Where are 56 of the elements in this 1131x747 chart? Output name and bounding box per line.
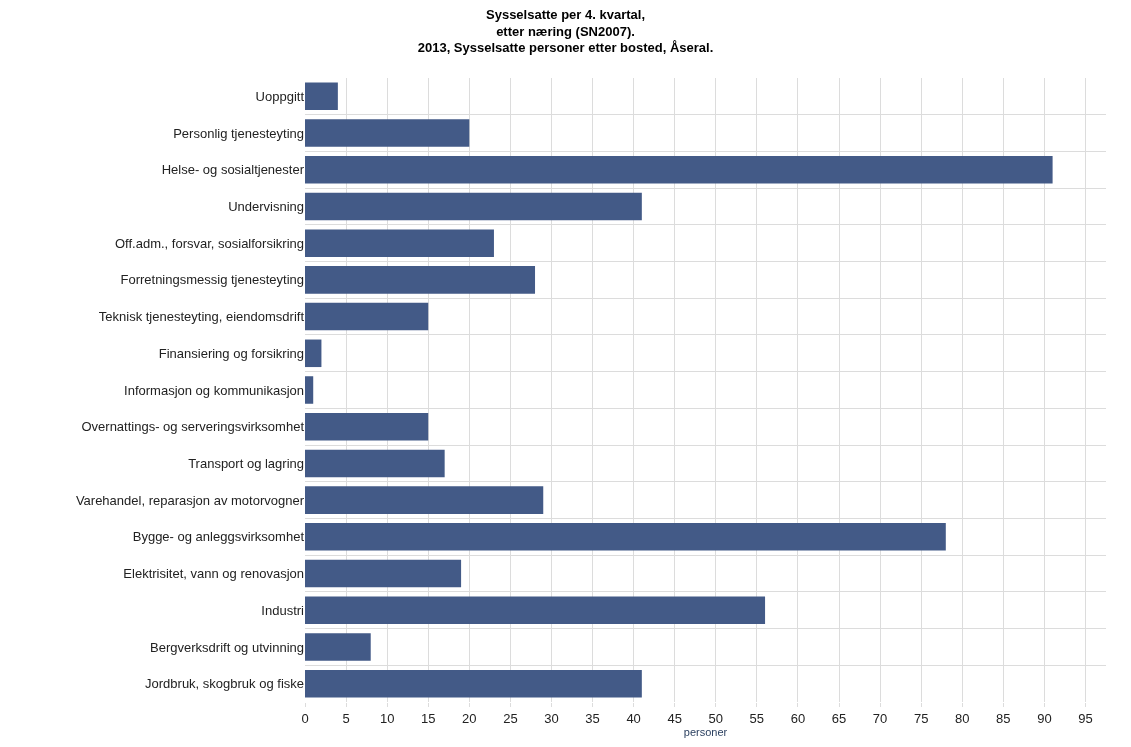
bar (305, 523, 946, 551)
y-tick-label: Overnattings- og serveringsvirksomhet (81, 419, 305, 435)
bar (305, 156, 1053, 184)
y-tick-label: Forretningsmessig tjenesteyting (120, 272, 304, 288)
y-tick-label: Bergverksdrift og utvinning (150, 639, 304, 655)
x-tick-label: 0 (301, 710, 309, 726)
chart-title: Sysselsatte per 4. kvartal, etter næring (SN2007). 2013, Sysselsatte personer etter bosted, Åseral. (417, 6, 714, 56)
bar (305, 82, 338, 111)
y-tick-label: Elektrisitet, vann og renovasjon (123, 566, 304, 582)
bar (305, 596, 766, 624)
x-tick-label: 75 (913, 710, 929, 726)
x-tick-label: 10 (379, 710, 395, 726)
bar (305, 449, 445, 478)
x-tick-label: 80 (955, 710, 970, 726)
x-axis-title: personer (683, 725, 728, 738)
x-tick-label: 50 (708, 710, 723, 726)
y-tick-label: Transport og lagring (188, 455, 304, 471)
y-tick-label: Off.adm., forsvar, sosialforsikring (114, 235, 304, 251)
bar (305, 633, 371, 661)
bar (305, 559, 462, 588)
x-tick-label: 95 (1078, 710, 1093, 726)
y-tick-label: Finansiering og forsikring (158, 345, 304, 361)
x-tick-label: 25 (503, 710, 518, 726)
x-tick-label: 85 (996, 710, 1011, 726)
y-tick-label: Varehandel, reparasjon av motorvogner (75, 492, 305, 508)
x-tick-label: 35 (585, 710, 600, 726)
x-tick-label: 5 (342, 710, 350, 726)
x-tick-label: 15 (421, 710, 436, 726)
x-tick-label: 40 (626, 710, 641, 726)
bar (305, 119, 470, 147)
x-tick-label: 60 (790, 710, 806, 726)
y-tick-label: Undervisning (228, 199, 304, 215)
bar (305, 339, 322, 368)
x-tick-label: 30 (544, 710, 559, 726)
bar (305, 486, 544, 514)
bar (305, 376, 314, 404)
bar (305, 192, 642, 221)
x-tick-label: 20 (462, 710, 477, 726)
bar (305, 302, 429, 331)
bar (305, 229, 494, 257)
bar (305, 412, 429, 441)
x-tick-label: 55 (749, 710, 765, 726)
y-tick-label: Helse- og sosialtjenester (161, 162, 305, 178)
bar (305, 266, 536, 294)
x-tick-label: 90 (1037, 710, 1052, 726)
y-tick-label: Personlig tjenesteyting (173, 125, 304, 141)
y-tick-label: Informasjon og kommunikasjon (124, 382, 304, 398)
y-tick-label: Industri (261, 602, 305, 618)
y-tick-label: Teknisk tjenesteyting, eiendomsdrift (98, 309, 305, 325)
y-tick-label: Bygge- og anleggsvirksomhet (132, 529, 305, 545)
bar (305, 669, 642, 698)
y-tick-label: Uoppgitt (255, 88, 305, 104)
y-tick-label: Jordbruk, skogbruk og fiske (145, 676, 304, 692)
x-tick-label: 70 (872, 710, 888, 726)
x-tick-label: 65 (831, 710, 847, 726)
x-tick-label: 45 (667, 710, 682, 726)
